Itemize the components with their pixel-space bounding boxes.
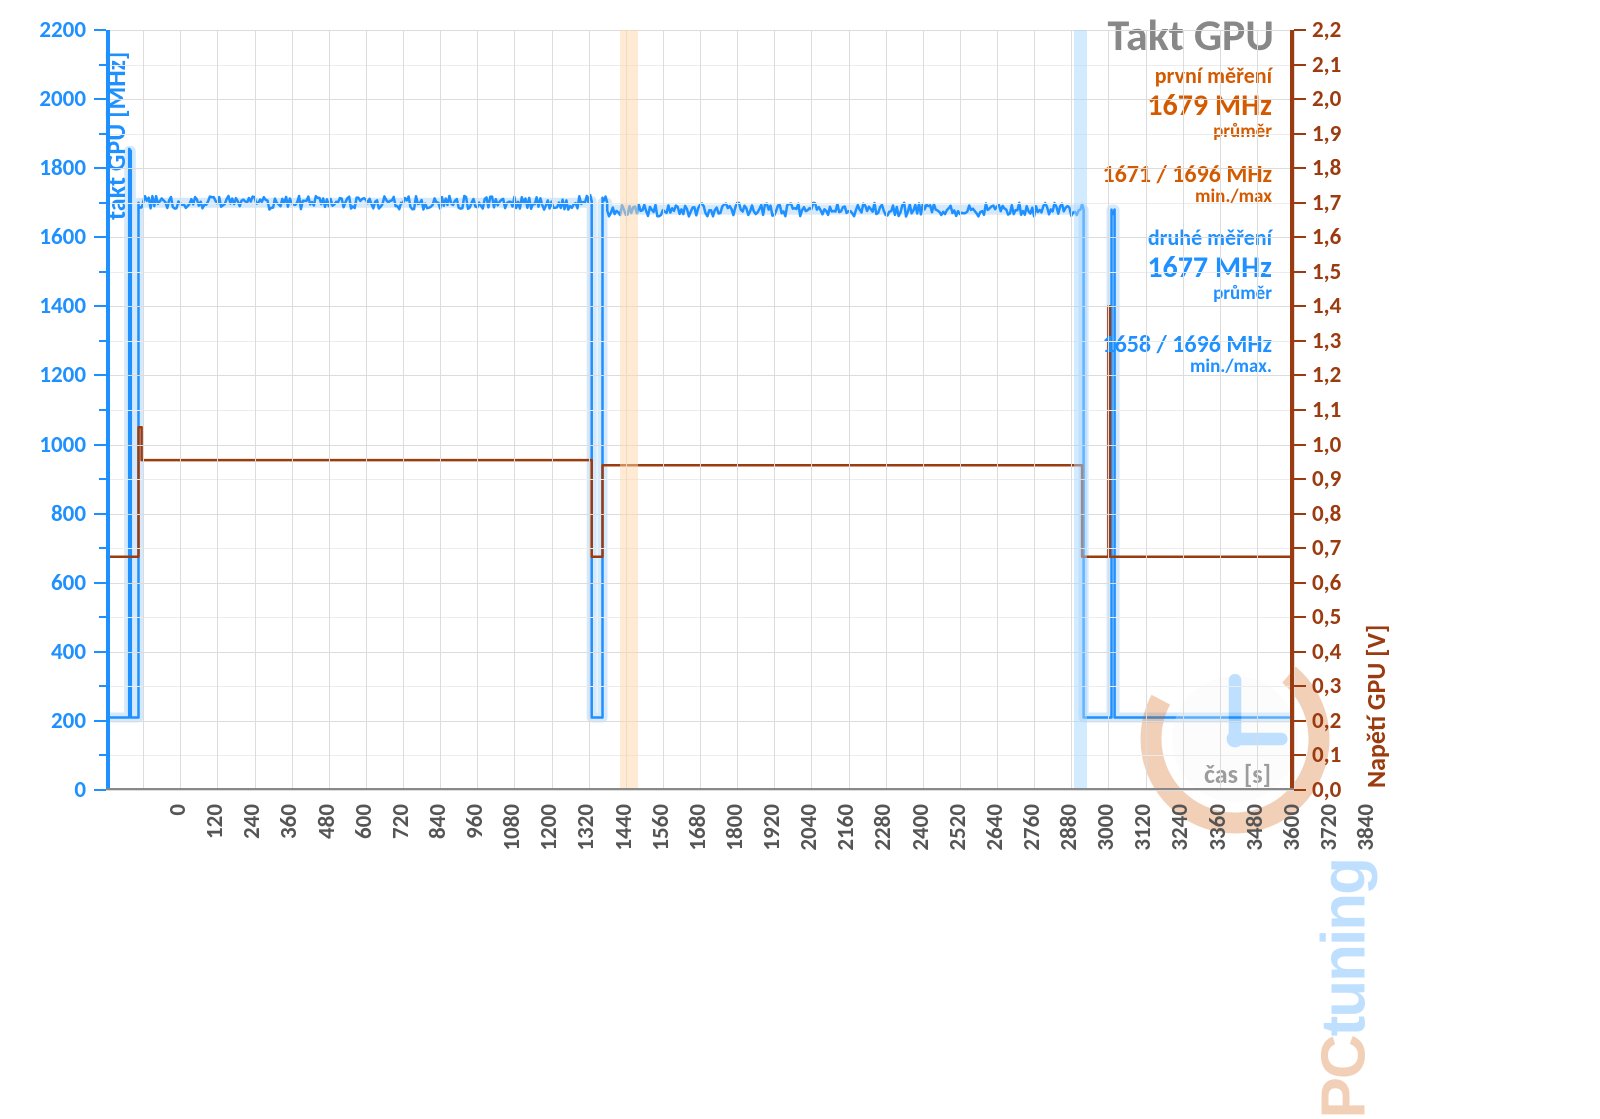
- x-tick-label: 720: [387, 804, 415, 864]
- y-right-tick-label: 2,1: [1312, 51, 1341, 79]
- x-tick-label: 120: [201, 804, 229, 864]
- y-right-tick-label: 1,9: [1312, 120, 1341, 148]
- y-left-tick-label: 400: [0, 638, 86, 666]
- x-tick-label: 840: [424, 804, 452, 864]
- y-right-tick-label: 0,6: [1312, 569, 1341, 597]
- y-right-tick-label: 0,5: [1312, 603, 1341, 631]
- x-tick-label: 1320: [572, 804, 600, 864]
- y-right-tick-label: 0,7: [1312, 534, 1341, 562]
- x-tick-label: 3360: [1204, 804, 1232, 864]
- x-tick-label: 1080: [498, 804, 526, 864]
- y-right-tick-label: 0,3: [1312, 672, 1341, 700]
- highlight-band: [1074, 30, 1086, 790]
- y-right-axis-label: Napětí GPU [V]: [1360, 625, 1392, 788]
- y-left-tick-label: 1600: [0, 223, 86, 251]
- x-tick-label: 2520: [944, 804, 972, 864]
- y-left-tick-label: 2000: [0, 85, 86, 113]
- y-right-tick-label: 1,5: [1312, 258, 1341, 286]
- gpu-clock-chart: Takt GPU takt GPU [MHz] Napětí GPU [V] č…: [0, 0, 1600, 999]
- x-tick-label: 2160: [832, 804, 860, 864]
- x-tick-label: 0: [164, 804, 192, 864]
- x-tick-label: 1800: [721, 804, 749, 864]
- highlight-band: [620, 30, 639, 790]
- y-right-tick-label: 1,4: [1312, 292, 1341, 320]
- m2-value: 1677 MHz: [1147, 249, 1272, 286]
- y-right-tick-label: 1,2: [1312, 361, 1341, 389]
- measurement-2-range: 1658 / 1696 MHz min./max.: [1102, 330, 1272, 378]
- x-tick-label: 1920: [758, 804, 786, 864]
- y-right-tick-label: 0,0: [1312, 776, 1341, 804]
- x-tick-label: 1440: [610, 804, 638, 864]
- y-right-tick-label: 1,7: [1312, 189, 1341, 217]
- m1-value: 1679 MHz: [1147, 87, 1272, 124]
- x-tick-label: 3840: [1352, 804, 1380, 864]
- x-tick-label: 3000: [1092, 804, 1120, 864]
- y-right-tick-label: 1,1: [1312, 396, 1341, 424]
- x-tick-label: 2040: [795, 804, 823, 864]
- measurement-2-block: druhé měření 1677 MHz průměr: [1147, 224, 1272, 305]
- y-left-tick-label: 1800: [0, 154, 86, 182]
- y-left-axis-label: takt GPU [MHz]: [100, 52, 132, 220]
- measurement-1-block: první měření 1679 MHz průměr: [1147, 62, 1272, 143]
- x-tick-label: 1680: [684, 804, 712, 864]
- x-tick-label: 3600: [1278, 804, 1306, 864]
- x-tick-label: 2760: [1018, 804, 1046, 864]
- x-tick-label: 1200: [535, 804, 563, 864]
- y-left-tick-label: 1000: [0, 431, 86, 459]
- x-axis-label: čas [s]: [1204, 758, 1271, 790]
- x-tick-label: 2400: [907, 804, 935, 864]
- y-right-tick-label: 1,8: [1312, 154, 1341, 182]
- x-tick-label: 2640: [981, 804, 1009, 864]
- y-right-tick-label: 2,0: [1312, 85, 1341, 113]
- x-tick-label: 3120: [1129, 804, 1157, 864]
- y-right-tick-label: 0,1: [1312, 741, 1341, 769]
- x-tick-label: 2280: [869, 804, 897, 864]
- y-right-tick-label: 0,2: [1312, 707, 1341, 735]
- x-tick-label: 600: [350, 804, 378, 864]
- y-left-tick-label: 1400: [0, 292, 86, 320]
- x-tick-label: 3480: [1241, 804, 1269, 864]
- x-tick-label: 3720: [1315, 804, 1343, 864]
- y-right-tick-label: 0,8: [1312, 500, 1341, 528]
- x-tick-label: 960: [461, 804, 489, 864]
- y-left-tick-label: 2200: [0, 16, 86, 44]
- y-right-tick-label: 0,9: [1312, 465, 1341, 493]
- y-left-tick-label: 600: [0, 569, 86, 597]
- x-tick-label: 240: [238, 804, 266, 864]
- y-left-tick-label: 800: [0, 500, 86, 528]
- y-right-tick-label: 2,2: [1312, 16, 1341, 44]
- y-right-tick-label: 0,4: [1312, 638, 1341, 666]
- y-left-tick-label: 1200: [0, 361, 86, 389]
- y-right-tick-label: 1,3: [1312, 327, 1341, 355]
- x-tick-label: 2880: [1055, 804, 1083, 864]
- chart-title: Takt GPU: [1108, 8, 1274, 62]
- y-left-tick-label: 0: [0, 776, 86, 804]
- y-right-tick-label: 1,6: [1312, 223, 1341, 251]
- m1-label: první měření: [1147, 62, 1272, 89]
- y-right-tick-label: 1,0: [1312, 431, 1341, 459]
- y-left-tick-label: 200: [0, 707, 86, 735]
- x-tick-label: 480: [313, 804, 341, 864]
- x-tick-label: 360: [275, 804, 303, 864]
- x-tick-label: 3240: [1166, 804, 1194, 864]
- x-tick-label: 1560: [647, 804, 675, 864]
